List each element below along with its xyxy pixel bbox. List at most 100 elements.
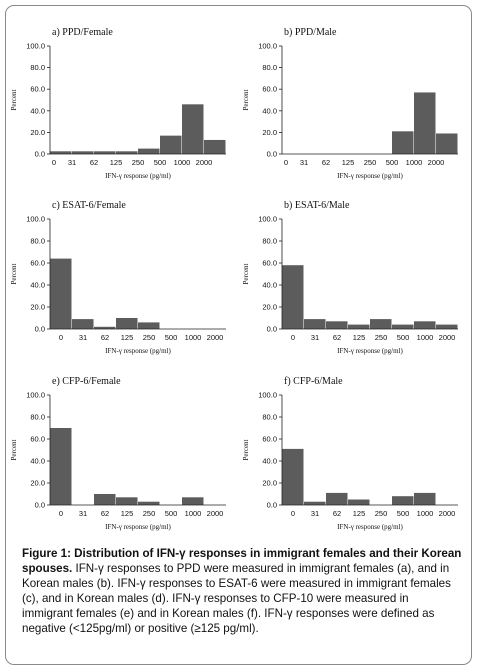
chart-panel-4: e) CFP-6/Female Percent 0.0 20.0 40.0 60.0 80.… <box>10 376 226 531</box>
x-tick-label: 1000 <box>174 158 191 167</box>
x-tick-label: 1000 <box>417 333 434 342</box>
x-tick-label: 2000 <box>207 333 224 342</box>
y-tick-label: 80.0 <box>30 237 45 246</box>
y-tick-label: 0.0 <box>35 150 45 159</box>
bar-1000 <box>414 321 436 329</box>
x-tick-label: 31 <box>68 158 76 167</box>
bar-31 <box>304 319 326 329</box>
x-tick-label: 62 <box>333 509 341 518</box>
bar-125 <box>348 499 370 505</box>
x-tick-label: 0 <box>291 333 295 342</box>
x-tick-label: 62 <box>333 333 341 342</box>
x-tick-label: 2000 <box>207 509 224 518</box>
x-tick-label: 62 <box>322 158 330 167</box>
bar-62 <box>326 321 348 329</box>
panel-title: e) CFP-6/Female <box>52 376 121 387</box>
y-tick-label: 100.0 <box>26 391 45 400</box>
panel-title: a) PPD/Female <box>52 27 113 38</box>
x-tick-label: 125 <box>342 158 355 167</box>
y-axis-label: Percent <box>242 439 250 460</box>
y-axis-label: Percent <box>10 439 18 460</box>
panel-title: c) ESAT-6/Female <box>52 200 126 211</box>
x-tick-label: 500 <box>165 333 178 342</box>
y-tick-label: 100.0 <box>258 391 277 400</box>
x-tick-label: 0 <box>284 158 288 167</box>
bar-31 <box>72 151 94 154</box>
figure-frame <box>5 5 472 665</box>
bar-125 <box>116 151 138 154</box>
x-tick-label: 62 <box>90 158 98 167</box>
y-tick-label: 100.0 <box>258 42 277 51</box>
x-tick-label: 500 <box>386 158 399 167</box>
bar-2000 <box>436 324 458 329</box>
x-tick-label: 2000 <box>428 158 445 167</box>
x-tick-label: 31 <box>300 158 308 167</box>
y-tick-label: 40.0 <box>30 106 45 115</box>
y-tick-label: 20.0 <box>262 303 277 312</box>
bar-250 <box>138 322 160 329</box>
y-tick-label: 40.0 <box>262 106 277 115</box>
x-tick-label: 125 <box>353 509 366 518</box>
y-tick-label: 60.0 <box>30 435 45 444</box>
chart-panel-0: a) PPD/Female Percent 0.0 20.0 40.0 60.0 80.0 1… <box>10 27 226 180</box>
y-tick-label: 100.0 <box>26 42 45 51</box>
x-tick-label: 31 <box>311 333 319 342</box>
x-tick-label: 0 <box>59 509 63 518</box>
y-tick-label: 0.0 <box>267 501 277 510</box>
x-tick-label: 125 <box>121 509 134 518</box>
x-tick-label: 0 <box>291 509 295 518</box>
y-tick-label: 0.0 <box>267 150 277 159</box>
x-tick-label: 250 <box>375 333 388 342</box>
bar-2000 <box>204 139 226 154</box>
x-tick-label: 250 <box>375 509 388 518</box>
bar-1000 <box>182 497 204 505</box>
x-tick-label: 2000 <box>196 158 213 167</box>
y-tick-label: 0.0 <box>35 501 45 510</box>
bar-125 <box>116 497 138 505</box>
y-tick-label: 80.0 <box>262 413 277 422</box>
y-tick-label: 40.0 <box>30 457 45 466</box>
bar-250 <box>138 148 160 154</box>
y-tick-label: 60.0 <box>30 85 45 94</box>
x-tick-label: 62 <box>101 509 109 518</box>
y-tick-label: 40.0 <box>262 281 277 290</box>
bar-31 <box>72 319 94 329</box>
y-tick-label: 80.0 <box>30 63 45 72</box>
x-axis-label: IFN-γ response (pg/ml) <box>105 172 171 180</box>
x-axis-label: IFN-γ response (pg/ml) <box>337 172 403 180</box>
y-tick-label: 60.0 <box>262 259 277 268</box>
x-tick-label: 500 <box>397 509 410 518</box>
bar-500 <box>392 131 414 154</box>
y-tick-label: 0.0 <box>35 325 45 334</box>
y-tick-label: 20.0 <box>30 128 45 137</box>
chart-panel-3: b) ESAT-6/Male Percent 0.0 20.0 40.0 60.0 80.0… <box>242 200 458 355</box>
bar-250 <box>370 319 392 329</box>
x-tick-label: 1000 <box>417 509 434 518</box>
chart-panel-2: c) ESAT-6/Female Percent 0.0 20.0 40.0 60.0 80… <box>10 200 226 355</box>
x-tick-label: 1000 <box>185 509 202 518</box>
x-tick-label: 125 <box>110 158 123 167</box>
x-tick-label: 31 <box>311 509 319 518</box>
x-tick-label: 0 <box>52 158 56 167</box>
caption-title: Figure 1: Distribution of IFN-γ response… <box>22 547 462 575</box>
x-tick-label: 125 <box>121 333 134 342</box>
x-axis-label: IFN-γ response (pg/ml) <box>105 347 171 355</box>
x-tick-label: 2000 <box>439 509 456 518</box>
caption-text: IFN-γ responses to PPD were measured in … <box>22 562 451 635</box>
bar-0 <box>50 258 72 329</box>
bar-62 <box>326 492 348 505</box>
bar-2000 <box>436 133 458 154</box>
bar-250 <box>138 501 160 505</box>
y-tick-label: 60.0 <box>30 259 45 268</box>
bar-62 <box>94 151 116 154</box>
bar-62 <box>94 494 116 505</box>
x-tick-label: 250 <box>143 333 156 342</box>
x-tick-label: 250 <box>132 158 145 167</box>
x-tick-label: 0 <box>59 333 63 342</box>
x-tick-label: 500 <box>154 158 167 167</box>
figure-charts: a) PPD/Female Percent 0.0 20.0 40.0 60.0 80.0 1… <box>10 27 458 531</box>
x-tick-label: 125 <box>353 333 366 342</box>
y-tick-label: 80.0 <box>262 63 277 72</box>
y-tick-label: 0.0 <box>267 325 277 334</box>
y-tick-label: 100.0 <box>26 215 45 224</box>
